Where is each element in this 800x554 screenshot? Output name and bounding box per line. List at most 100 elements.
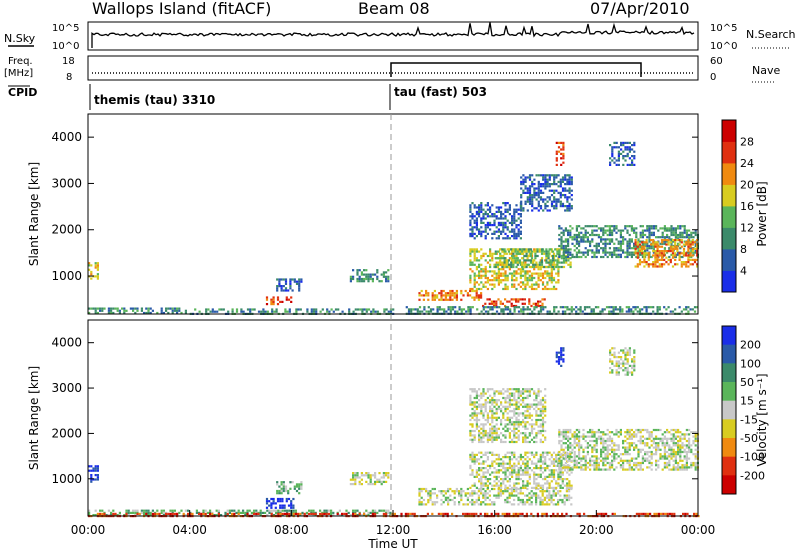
velocity-cell <box>184 514 187 517</box>
velocity-cell <box>655 437 658 440</box>
power-cell <box>633 231 636 234</box>
power-cell <box>586 231 589 234</box>
power-cell <box>526 209 529 212</box>
power-cell <box>681 236 684 239</box>
power-cell <box>546 205 549 208</box>
velocity-cell <box>626 373 629 376</box>
power-cell <box>526 198 529 201</box>
power-cell <box>663 263 666 266</box>
power-cell <box>482 306 485 309</box>
velocity-cell <box>580 446 583 449</box>
power-cell <box>249 308 252 311</box>
power-cell <box>524 202 527 205</box>
velocity-cell <box>495 436 498 439</box>
velocity-cell <box>628 464 631 467</box>
velocity-cell <box>500 390 503 393</box>
velocity-cell <box>568 496 571 499</box>
velocity-cell <box>522 456 525 459</box>
velocity-cell <box>431 487 434 491</box>
velocity-cell <box>444 490 447 493</box>
velocity-cell <box>517 401 520 404</box>
velocity-cell <box>663 446 666 449</box>
velocity-cell <box>491 440 494 444</box>
power-cell <box>513 310 516 313</box>
velocity-cell <box>497 434 500 437</box>
power-cell <box>469 232 472 235</box>
power-cell <box>572 308 576 311</box>
power-region <box>418 289 483 301</box>
velocity-cell <box>637 431 640 434</box>
velocity-cell <box>367 514 370 517</box>
power-cell <box>562 146 565 149</box>
power-cell <box>518 250 522 253</box>
power-cell <box>608 225 611 228</box>
power-cell <box>497 217 500 220</box>
velocity-cell <box>433 492 436 495</box>
power-cell <box>499 248 502 251</box>
power-cell <box>500 308 503 311</box>
power-cell <box>495 300 498 303</box>
power-cell <box>469 208 472 211</box>
power-cell <box>349 280 352 283</box>
power-cell <box>352 269 355 272</box>
velocity-cell <box>560 349 563 352</box>
velocity-cell <box>136 509 139 512</box>
power-cell <box>622 144 625 147</box>
velocity-cell <box>497 475 500 478</box>
power-cell <box>652 247 655 250</box>
velocity-cell <box>504 456 507 459</box>
velocity-cell <box>535 503 538 506</box>
velocity-cell <box>382 474 385 477</box>
power-cell <box>546 174 549 177</box>
power-cell <box>539 205 543 208</box>
velocity-cell <box>453 503 456 506</box>
power-cell <box>564 174 567 177</box>
velocity-cell <box>508 427 511 430</box>
power-cell <box>471 250 474 253</box>
power-cell <box>674 252 677 255</box>
velocity-cell <box>688 437 691 440</box>
velocity-cell <box>522 399 525 402</box>
power-cell <box>639 233 642 237</box>
power-cell <box>562 155 565 158</box>
power-cell <box>151 309 154 312</box>
velocity-cell <box>674 431 677 434</box>
power-cell <box>110 309 113 312</box>
velocity-cell <box>129 511 132 514</box>
velocity-cell <box>526 482 529 485</box>
power-cell <box>671 265 675 268</box>
power-cell <box>96 275 99 278</box>
power-cell <box>271 308 274 311</box>
velocity-cell <box>268 509 271 512</box>
power-cell <box>687 254 690 257</box>
power-cell <box>453 296 456 299</box>
velocity-cell <box>464 494 467 497</box>
power-cell <box>449 310 452 313</box>
velocity-cell <box>564 442 567 445</box>
power-cell <box>626 148 629 151</box>
velocity-cell <box>491 427 494 430</box>
power-cell <box>578 249 581 252</box>
power-cell <box>659 242 662 245</box>
velocity-cell <box>548 498 551 502</box>
velocity-cell <box>504 396 507 400</box>
power-cell <box>553 306 556 309</box>
power-cell <box>555 157 558 160</box>
velocity-cell <box>482 487 485 491</box>
power-colorbar-swatch <box>722 270 736 293</box>
velocity-cell <box>562 349 565 352</box>
velocity-cell <box>495 399 498 402</box>
velocity-cell <box>619 431 622 434</box>
velocity-cell <box>96 469 99 472</box>
velocity-cell <box>694 457 697 460</box>
power-cell <box>620 141 623 144</box>
power-cell <box>513 279 516 282</box>
velocity-cell <box>622 351 625 354</box>
velocity-cell <box>677 442 680 445</box>
power-cell <box>511 215 514 218</box>
velocity-cell <box>694 444 697 447</box>
velocity-cell <box>541 478 545 481</box>
velocity-cell <box>546 480 549 483</box>
velocity-cell <box>562 358 565 361</box>
velocity-cell <box>374 483 377 486</box>
